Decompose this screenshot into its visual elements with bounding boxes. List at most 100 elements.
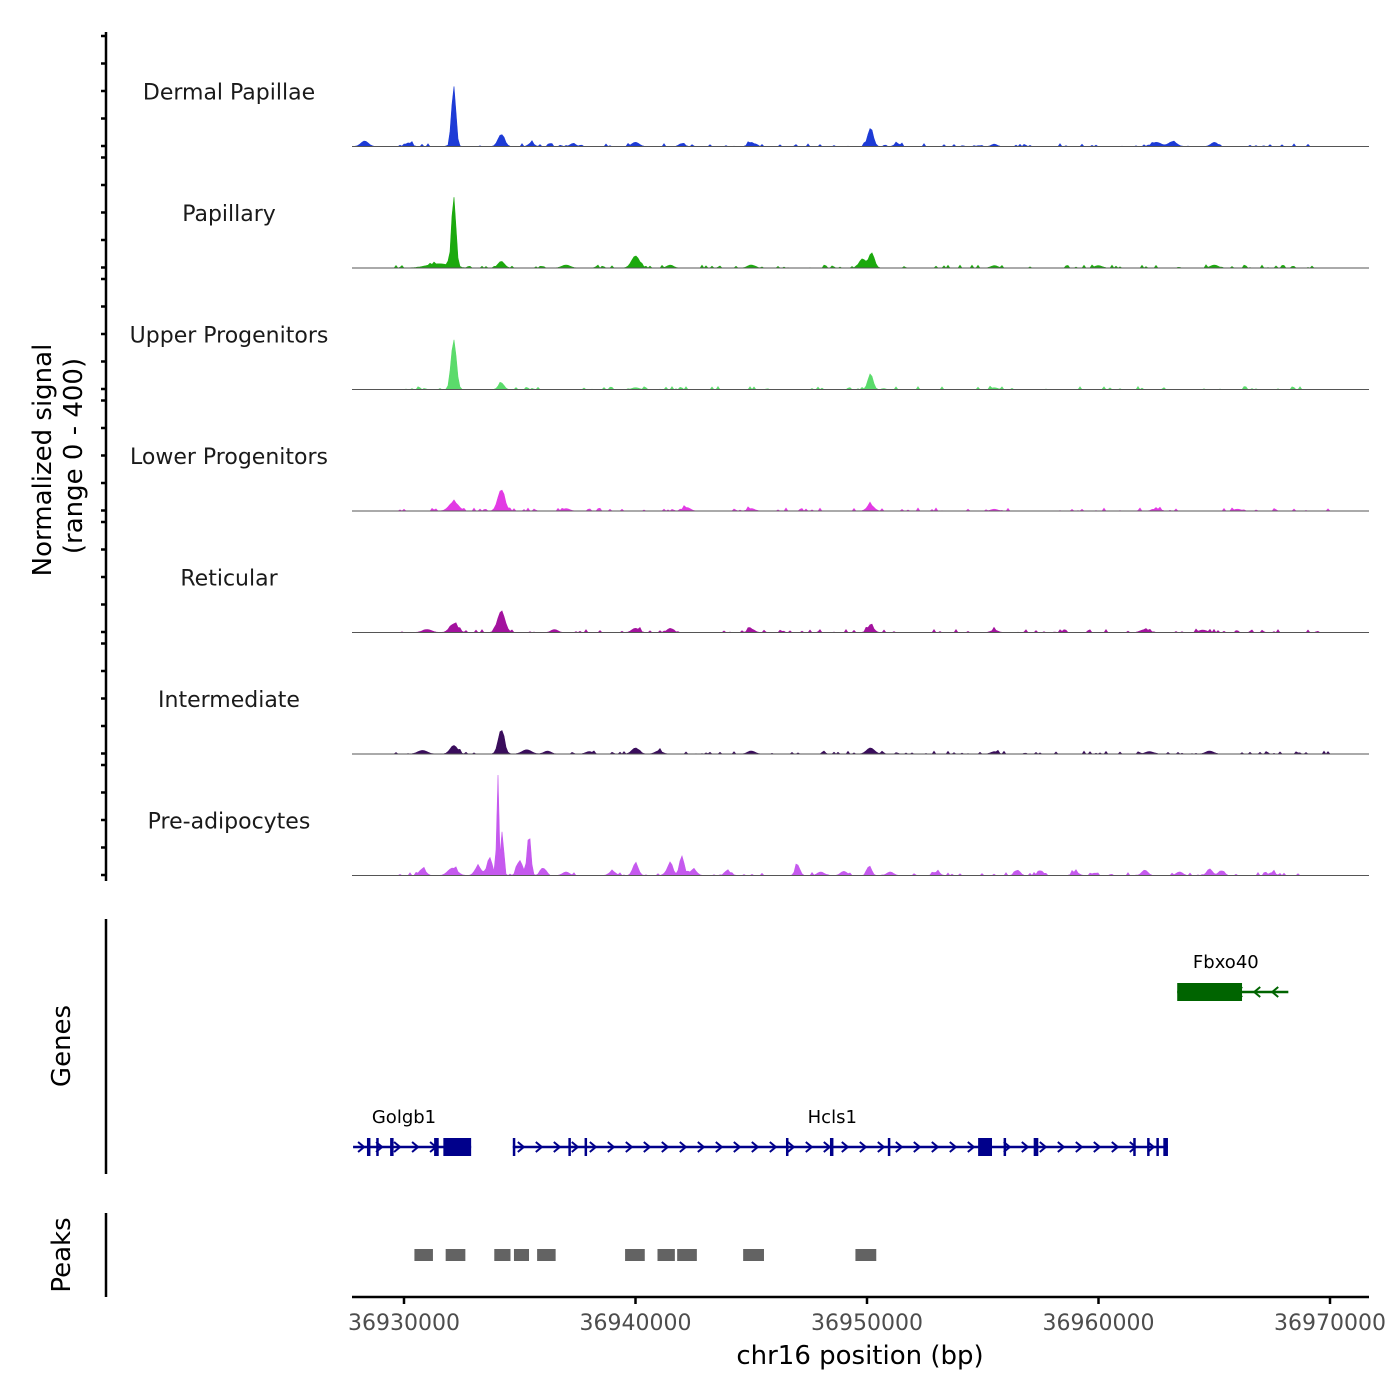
strand-arrow [393, 1141, 402, 1153]
strand-arrow [949, 1141, 958, 1153]
peak-region [445, 1249, 466, 1261]
strand-arrow [697, 1141, 706, 1153]
y-axis-title-line2: (range 0 - 400) [59, 358, 89, 554]
track-label: Lower Progenitors [130, 445, 328, 470]
track-label: Papillary [182, 202, 276, 227]
exon [390, 1138, 394, 1156]
peak-region [513, 1249, 530, 1261]
strand-arrow [913, 1141, 922, 1153]
x-axis: 36930000 36940000 36950000 36960000 36970000 [348, 1295, 1386, 1336]
peak-region [855, 1249, 877, 1261]
strand-arrow [553, 1141, 562, 1153]
exon [443, 1138, 472, 1156]
strand-arrow [715, 1141, 724, 1153]
peak-region [625, 1249, 645, 1261]
strand-arrow [859, 1141, 868, 1153]
coverage-y-axis [101, 32, 108, 881]
strand-arrow [877, 1141, 886, 1153]
strand-arrow [357, 1141, 366, 1153]
strand-arrow [643, 1141, 652, 1153]
x-tick-label: 36960000 [1043, 1311, 1155, 1336]
strand-arrow [1039, 1141, 1048, 1153]
exon [1163, 1138, 1168, 1156]
coverage-area [352, 730, 1369, 755]
coverage-area [352, 774, 1369, 876]
strand-arrow [931, 1141, 940, 1153]
strand-arrow [787, 1141, 796, 1153]
track-dermal-papillae: Dermal Papillae [143, 81, 1369, 147]
exon [978, 1138, 993, 1156]
strand-arrow [751, 1141, 760, 1153]
exon [584, 1138, 588, 1156]
track-label: Dermal Papillae [143, 81, 315, 106]
strand-arrow [589, 1141, 598, 1153]
track-upper-progenitors: Upper Progenitors [130, 324, 1369, 390]
exon [1133, 1138, 1136, 1156]
strand-arrow [517, 1141, 526, 1153]
track-pre-adipocytes: Pre-adipocytes [148, 774, 1369, 876]
exon [829, 1138, 834, 1156]
gene-label: Fbxo40 [1193, 952, 1259, 973]
peak-region [414, 1249, 433, 1261]
strand-arrow [823, 1141, 832, 1153]
strand-arrow [625, 1141, 634, 1153]
peak-region [537, 1249, 556, 1261]
strand-arrow [607, 1141, 616, 1153]
gene-hcls1: Hcls1 [512, 1107, 1168, 1156]
strand-arrow [1147, 1141, 1156, 1153]
strand-arrow [1021, 1141, 1030, 1153]
exon [1033, 1138, 1039, 1156]
track-lower-progenitors: Lower Progenitors [130, 445, 1369, 512]
exon [887, 1138, 891, 1156]
exon [1156, 1138, 1159, 1156]
track-label: Upper Progenitors [130, 324, 329, 349]
exon [568, 1138, 571, 1156]
strand-arrow [679, 1141, 688, 1153]
y-axis-title-line1: Normalized signal [28, 344, 58, 577]
gene-label: Golgb1 [372, 1107, 436, 1128]
strand-arrow [661, 1141, 670, 1153]
strand-arrow [535, 1141, 544, 1153]
strand-arrow [805, 1141, 814, 1153]
track-label: Pre-adipocytes [148, 810, 311, 835]
x-tick-label: 36950000 [811, 1311, 923, 1336]
coverage-area [352, 197, 1369, 269]
exon [785, 1138, 789, 1156]
x-axis-title: chr16 position (bp) [736, 1341, 983, 1371]
x-tick-label: 36930000 [348, 1311, 460, 1336]
strand-arrow [733, 1141, 742, 1153]
track-intermediate: Intermediate [158, 688, 1369, 755]
coverage-area [352, 610, 1369, 633]
coverage-tracks: Dermal Papillae Papillary Upper Progenitor… [130, 81, 1369, 876]
x-tick-label: 36970000 [1274, 1311, 1386, 1336]
exon [366, 1138, 371, 1156]
strand-arrow [1270, 986, 1279, 998]
exon [512, 1138, 516, 1156]
y-axis-title: Normalized signal (range 0 - 400) [28, 344, 89, 577]
gene-label: Hcls1 [808, 1107, 857, 1128]
strand-arrow [571, 1141, 580, 1153]
peak-region [743, 1249, 764, 1261]
strand-arrow [411, 1141, 420, 1153]
exon [1003, 1138, 1007, 1156]
genes-title: Genes [47, 1005, 77, 1087]
exon [376, 1138, 379, 1156]
strand-arrow [1252, 986, 1261, 998]
peaks-title: Peaks [47, 1217, 77, 1292]
strand-arrow [895, 1141, 904, 1153]
peak-region [494, 1249, 511, 1261]
peaks-panel: Peaks [47, 1213, 877, 1297]
peak-region [657, 1249, 675, 1261]
coverage-area [351, 86, 1369, 147]
track-papillary: Papillary [182, 197, 1369, 269]
strand-arrow [1057, 1141, 1066, 1153]
strand-arrow [1075, 1141, 1084, 1153]
genes-panel: Genes Golgb1 Hcls1 Fbxo40 [47, 919, 1289, 1174]
coverage-area [352, 339, 1369, 390]
track-label: Intermediate [158, 688, 300, 713]
strand-arrow [967, 1141, 976, 1153]
exon [1147, 1138, 1150, 1156]
gene-fbxo40: Fbxo40 [1177, 952, 1289, 1001]
strand-arrow [841, 1141, 850, 1153]
strand-arrow [769, 1141, 778, 1153]
